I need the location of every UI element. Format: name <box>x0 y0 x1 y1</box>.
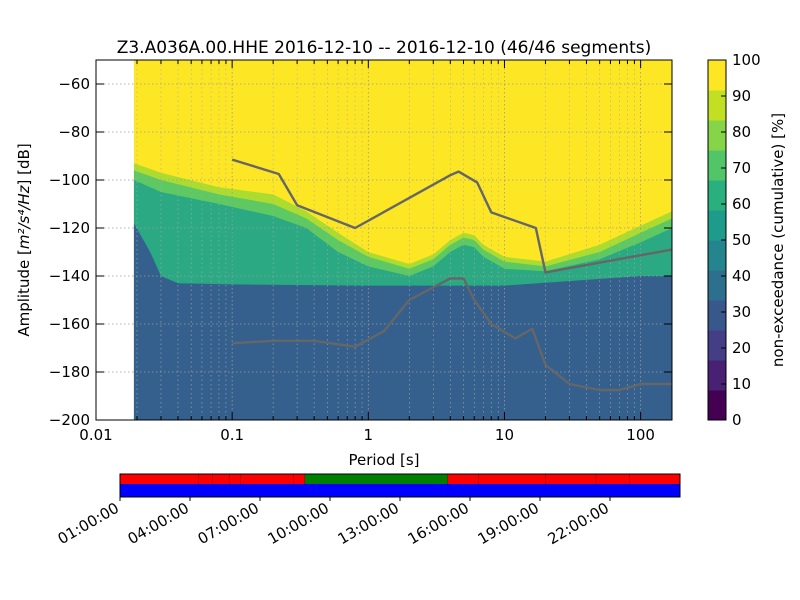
x-axis-label: Period [s] <box>348 451 419 469</box>
colorbar-segment <box>708 60 726 91</box>
data-bar <box>120 484 680 497</box>
y-tick-label: −60 <box>58 75 90 93</box>
colorbar-segment <box>708 90 726 121</box>
colorbar-tick-label: 40 <box>732 267 751 285</box>
colorbar-segment <box>708 360 726 391</box>
timeline-tick-label: 07:00:00 <box>195 499 262 548</box>
colorbar: 0 10 20 30 40 50 60 70 80 90 100 <box>707 51 761 429</box>
low-noise-model-line <box>232 277 672 392</box>
x-tick-label: 0.01 <box>79 426 112 444</box>
timeline-tick-label: 16:00:00 <box>405 499 472 548</box>
y-tick-label: −200 <box>49 411 90 429</box>
plot-frame <box>95 59 673 421</box>
colorbar-tick-label: 80 <box>732 123 751 141</box>
y-tick-label: −120 <box>49 219 90 237</box>
colorbar-tick-label: 0 <box>732 411 742 429</box>
colorbar-segment <box>708 150 726 181</box>
timeline-tick-label: 19:00:00 <box>475 499 542 548</box>
colorbar-tick-label: 10 <box>732 375 751 393</box>
noise-model-lines <box>231 158 673 392</box>
timeline-tick-label: 10:00:00 <box>265 499 332 548</box>
colorbar-segment <box>708 210 726 241</box>
x-tick-label: 100 <box>626 426 655 444</box>
colorbar-tick-label: 90 <box>732 87 751 105</box>
colorbar-tick-label: 20 <box>732 339 751 357</box>
y-tick-label: −180 <box>49 363 90 381</box>
colorbar-tick-label: 30 <box>732 303 751 321</box>
timeline-tick-label: 04:00:00 <box>125 499 192 548</box>
y-tick-label: −100 <box>49 171 90 189</box>
chart-title: Z3.A036A.00.HHE 2016-12-10 -- 2016-12-10… <box>117 38 652 58</box>
y-tick-label: −160 <box>49 315 90 333</box>
y-axis-ticks: −60 −80 −100 −120 −140 −160 −180 −200 <box>49 75 672 429</box>
colorbar-label: non-exceedance (cumulative) [%] <box>769 113 787 367</box>
psd-plot: 0.01 0.1 1 10 100 −60 −80 −100 −120 −140 −160 −180… <box>49 59 673 444</box>
colorbar-segment <box>708 120 726 151</box>
colorbar-tick-label: 60 <box>732 195 751 213</box>
x-tick-label: 0.1 <box>220 426 244 444</box>
timeline-tick-label: 01:00:00 <box>55 499 122 548</box>
colorbar-segment <box>708 390 726 421</box>
heatmap-regions <box>133 60 672 420</box>
y-tick-label: −80 <box>58 123 90 141</box>
y-tick-label: −140 <box>49 267 90 285</box>
colorbar-tick-label: 70 <box>732 159 751 177</box>
blue-region <box>133 223 672 420</box>
colorbar-segment <box>708 270 726 301</box>
timeline-tick-label: 13:00:00 <box>335 499 402 548</box>
y-axis-label: Amplitude [m²/s⁴/Hz] [dB] <box>15 143 33 336</box>
colorbar-tick-label: 50 <box>732 231 751 249</box>
x-tick-label: 10 <box>495 426 514 444</box>
x-axis-ticks: 0.01 0.1 1 10 100 <box>79 60 655 444</box>
colorbar-segment <box>708 180 726 211</box>
colorbar-segment <box>708 240 726 271</box>
x-tick-label: 1 <box>364 426 374 444</box>
colorbar-segment <box>708 300 726 331</box>
timeline-coverage: 01:00:00 04:00:00 07:00:00 10:00:00 13:00:00… <box>55 473 681 548</box>
colorbar-segment <box>708 330 726 361</box>
coverage-highlight <box>304 474 448 484</box>
high-noise-model-line <box>231 158 673 274</box>
colorbar-tick-label: 100 <box>732 51 761 69</box>
timeline-tick-label: 22:00:00 <box>545 499 612 548</box>
